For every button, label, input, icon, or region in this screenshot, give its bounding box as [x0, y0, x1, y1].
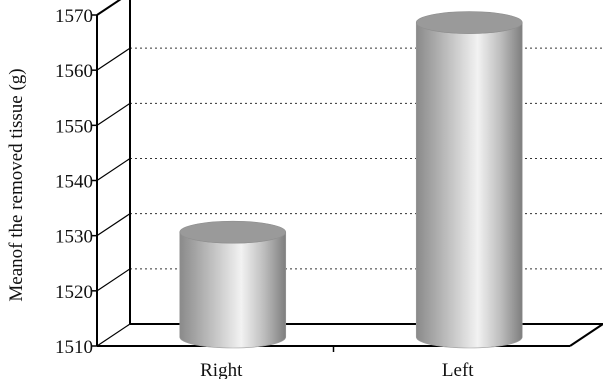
chart-frame — [96, 0, 603, 347]
bars — [179, 11, 523, 349]
floor-right-edge — [569, 323, 603, 347]
y-tick-label: 1530 — [55, 227, 93, 248]
bar-left — [415, 11, 523, 349]
y-tick-label: 1540 — [55, 172, 93, 193]
bar-top — [415, 11, 523, 34]
y-tick-label: 1560 — [55, 61, 93, 82]
y-tick-label: 1550 — [55, 116, 93, 137]
bar-top — [179, 220, 287, 244]
side-wall-tick-line — [96, 47, 131, 71]
x-tick-label: Right — [200, 360, 243, 379]
bar-right — [179, 220, 287, 349]
y-tick-label: 1570 — [55, 6, 93, 27]
side-wall-tick-line — [96, 158, 131, 181]
gridlines — [96, 47, 603, 347]
x-tick-label: Left — [442, 360, 474, 379]
bar-body — [179, 232, 287, 349]
side-wall-tick-line — [96, 102, 131, 126]
y-axis-title: Meanof the removed tissue (g) — [6, 68, 27, 301]
side-wall-tick-line — [96, 213, 131, 237]
y-tick-label: 1520 — [55, 282, 93, 303]
side-wall-top-edge — [96, 0, 122, 16]
y-tick-label: 1510 — [55, 337, 93, 358]
x-axis-ticks: Right Left — [200, 346, 474, 379]
side-wall-tick-line — [96, 323, 131, 347]
side-wall-tick-line — [96, 268, 131, 292]
bar-body — [415, 22, 523, 349]
y-axis-ticks: 1510 1520 1530 1540 1550 1560 1570 — [55, 6, 97, 358]
